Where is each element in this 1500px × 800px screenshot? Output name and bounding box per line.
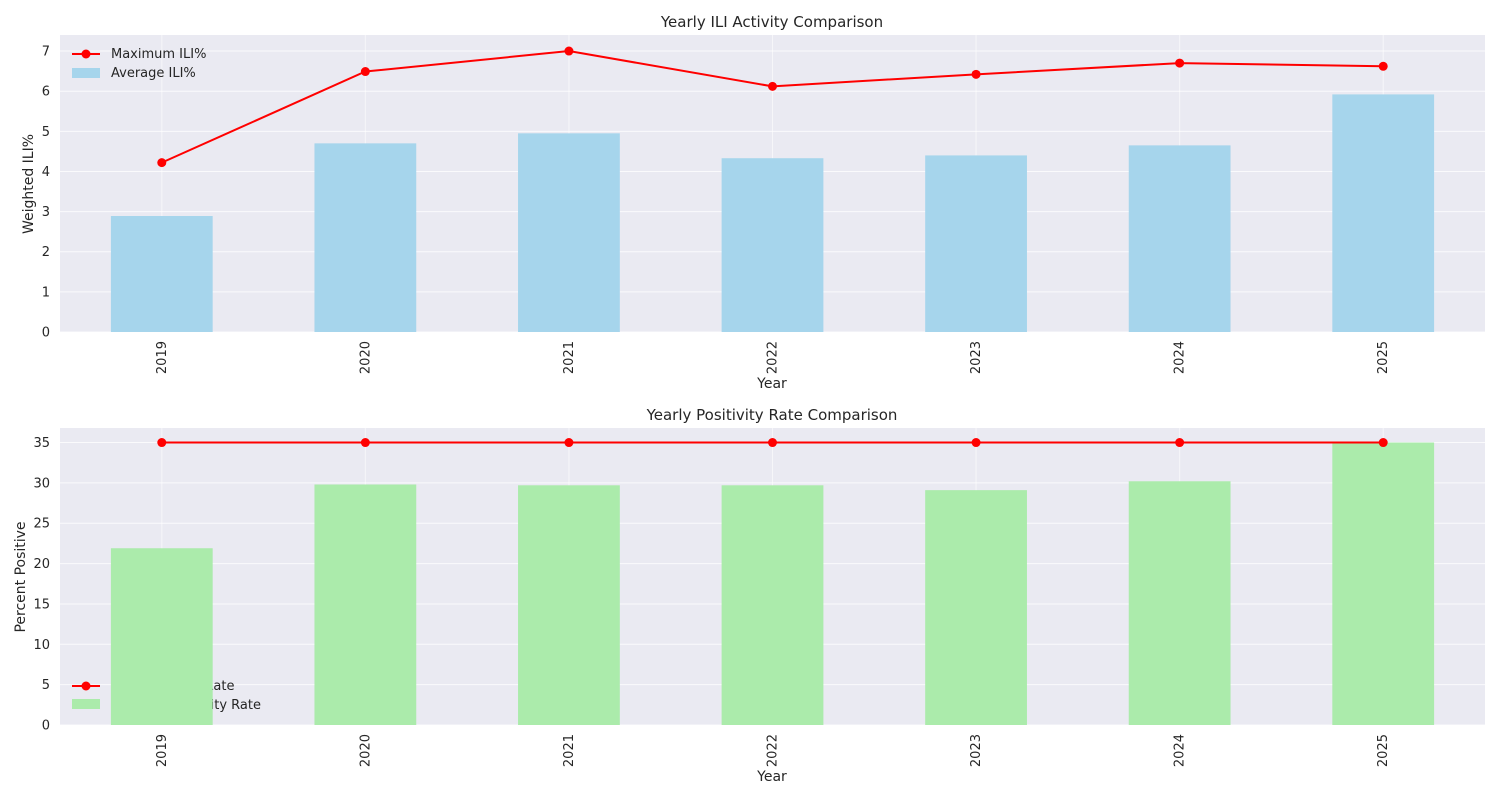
legend-marker-swatch xyxy=(81,681,91,691)
y-tick-label: 30 xyxy=(33,476,50,491)
positivity-rate-chart: Yearly Positivity Rate Comparison Year P… xyxy=(13,406,1485,785)
x-tick-label: 2025 xyxy=(1376,341,1391,374)
y-tick-label: 2 xyxy=(42,245,50,260)
y-tick-label: 20 xyxy=(33,557,50,572)
x-tick-label: 2021 xyxy=(562,341,577,374)
line-point-2022 xyxy=(768,81,777,91)
bar-2023 xyxy=(925,490,1027,725)
bar-2020 xyxy=(314,143,417,332)
chart-title: Yearly ILI Activity Comparison xyxy=(660,13,883,31)
x-tick-label: 2025 xyxy=(1376,734,1391,767)
line-point-2020 xyxy=(360,67,370,77)
line-point-2022 xyxy=(768,438,777,448)
y-tick-label: 0 xyxy=(42,719,50,734)
line-point-2021 xyxy=(564,46,574,56)
legend-entry-maximum-ili: Maximum ILI% xyxy=(111,47,206,62)
line-point-2024 xyxy=(1175,438,1185,448)
bar-2021 xyxy=(518,485,620,725)
bar-2020 xyxy=(314,484,417,725)
bar-2024 xyxy=(1128,145,1231,332)
x-tick-label: 2019 xyxy=(155,341,170,374)
legend: Maximum ILI% Average ILI% xyxy=(72,47,206,81)
bar-2023 xyxy=(925,155,1027,332)
bar-2025 xyxy=(1332,94,1435,333)
line-point-2020 xyxy=(360,438,370,448)
x-tick-label: 2022 xyxy=(766,341,781,374)
bar-2019 xyxy=(110,548,213,725)
line-point-2023 xyxy=(971,438,981,448)
x-axis-label: Year xyxy=(756,769,787,785)
y-tick-label: 5 xyxy=(42,125,50,140)
legend-bar-swatch xyxy=(72,68,100,78)
bar-2022 xyxy=(721,158,824,332)
chart-title: Yearly Positivity Rate Comparison xyxy=(646,406,898,424)
y-tick-label: 35 xyxy=(33,436,50,451)
legend-bar-swatch xyxy=(72,699,100,709)
bar-2021 xyxy=(518,133,620,332)
x-tick-label: 2024 xyxy=(1173,341,1188,374)
y-tick-label: 0 xyxy=(42,326,50,341)
y-tick-label: 15 xyxy=(33,597,50,612)
x-tick-label: 2019 xyxy=(155,734,170,767)
y-tick-label: 1 xyxy=(42,285,50,300)
line-point-2021 xyxy=(564,438,574,448)
line-point-2023 xyxy=(971,69,981,79)
legend-entry-average-ili: Average ILI% xyxy=(111,66,196,81)
y-tick-label: 5 xyxy=(42,678,50,693)
x-tick-label: 2021 xyxy=(562,734,577,767)
line-point-2024 xyxy=(1175,58,1185,68)
line-point-2019 xyxy=(157,158,167,168)
y-tick-label: 3 xyxy=(42,205,50,220)
y-tick-label: 6 xyxy=(42,85,50,100)
y-axis-label: Weighted ILI% xyxy=(21,134,37,234)
x-tick-label: 2022 xyxy=(766,734,781,767)
line-point-2025 xyxy=(1378,61,1388,71)
bar-2022 xyxy=(721,485,824,725)
y-tick-label: 10 xyxy=(33,638,50,653)
x-axis-label: Year xyxy=(756,376,787,392)
x-tick-label: 2023 xyxy=(969,341,984,374)
y-axis-label: Percent Positive xyxy=(13,521,29,632)
bar-2019 xyxy=(110,216,213,332)
x-tick-label: 2020 xyxy=(358,341,373,374)
line-point-2019 xyxy=(157,438,167,448)
x-tick-label: 2023 xyxy=(969,734,984,767)
bar-2025 xyxy=(1332,442,1435,725)
y-tick-label: 25 xyxy=(33,517,50,532)
legend-marker-swatch xyxy=(81,49,91,59)
x-tick-label: 2024 xyxy=(1173,734,1188,767)
line-point-2025 xyxy=(1378,438,1388,448)
x-tick-label: 2020 xyxy=(358,734,373,767)
ili-activity-chart: Yearly ILI Activity Comparison Year Weig… xyxy=(21,13,1485,392)
y-tick-label: 7 xyxy=(42,45,50,60)
y-tick-label: 4 xyxy=(42,165,50,180)
bar-2024 xyxy=(1128,481,1231,725)
